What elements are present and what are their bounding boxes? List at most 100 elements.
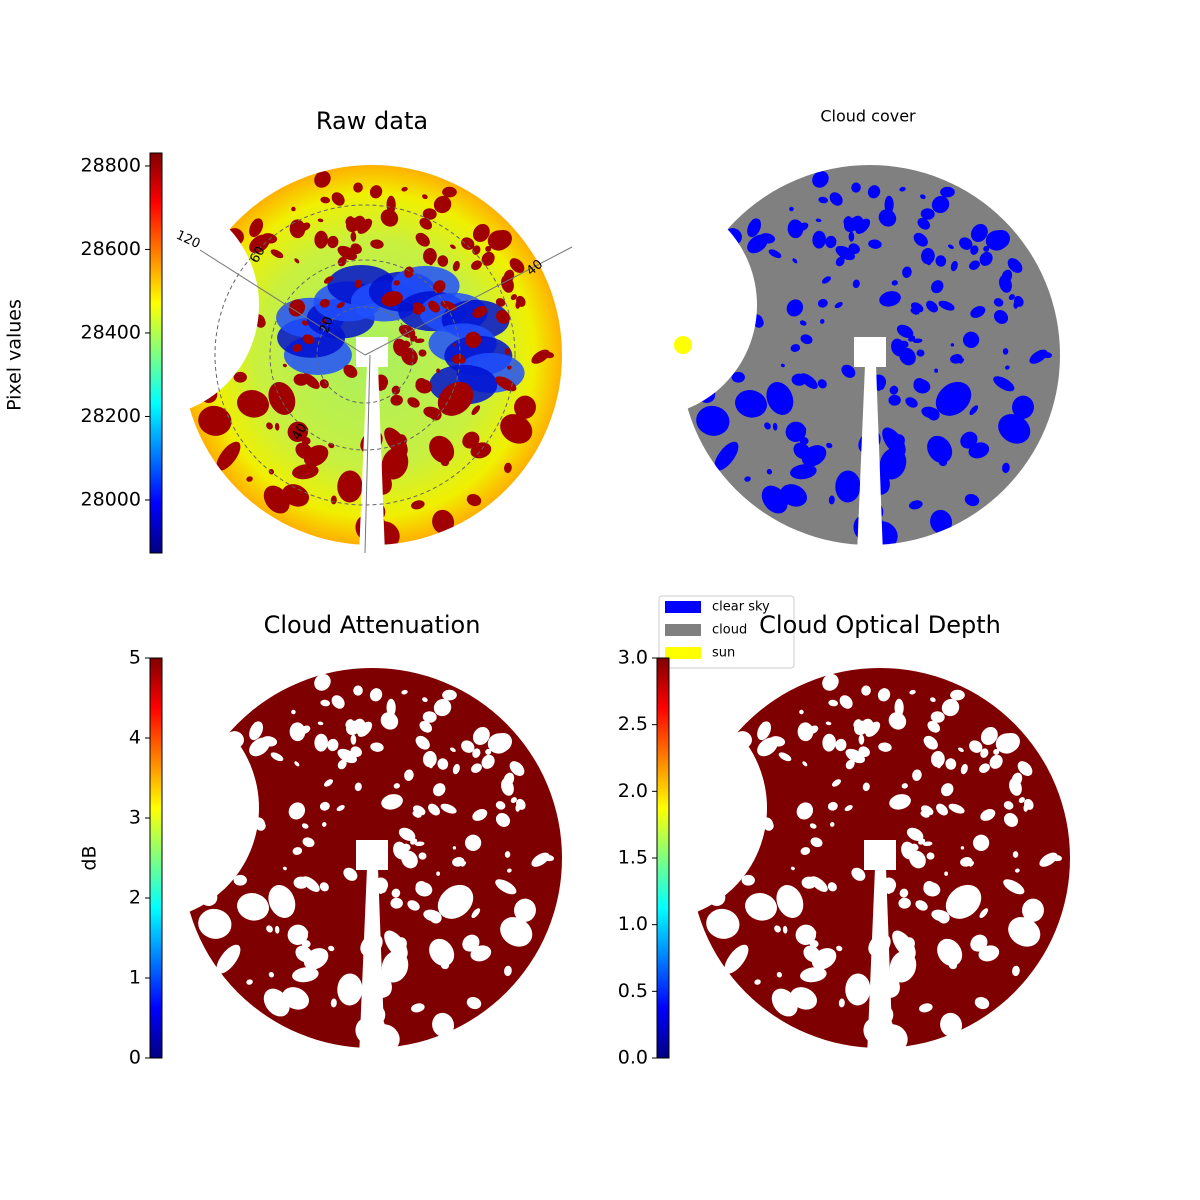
blob <box>401 347 418 366</box>
blob <box>270 249 284 259</box>
blob <box>809 823 817 829</box>
colorbar-tick-label: 5 <box>129 647 141 669</box>
blob <box>825 235 837 249</box>
blob <box>294 425 309 436</box>
blob <box>979 763 990 773</box>
blob <box>370 239 384 249</box>
blob <box>471 260 482 270</box>
blob <box>429 938 455 967</box>
colorbar-tick-label: 28800 <box>81 154 141 176</box>
blob <box>331 695 345 709</box>
blob <box>763 742 770 748</box>
blob <box>407 397 420 408</box>
blob <box>381 447 409 480</box>
blob <box>851 867 866 881</box>
blob <box>944 871 949 876</box>
blob <box>950 343 955 347</box>
blob <box>909 500 923 510</box>
blob <box>826 442 833 449</box>
blob <box>896 324 914 338</box>
blob <box>429 407 442 421</box>
blob <box>531 349 550 364</box>
blob <box>958 747 964 752</box>
colorbar-tick-label: 2.5 <box>618 713 648 735</box>
blob <box>950 354 963 364</box>
blob <box>720 337 729 345</box>
blob <box>390 394 403 406</box>
blob <box>414 338 425 344</box>
blob <box>422 711 437 723</box>
blob <box>731 371 745 383</box>
blob <box>246 979 253 985</box>
blob <box>810 876 828 892</box>
blob <box>433 783 446 797</box>
blob <box>800 334 813 345</box>
colorbar <box>656 657 670 1059</box>
blob <box>976 227 985 235</box>
blob <box>504 851 511 858</box>
blob <box>253 245 260 253</box>
blob <box>292 967 319 983</box>
blob <box>950 260 958 272</box>
blob <box>741 874 755 886</box>
blob <box>979 908 989 919</box>
blob <box>1008 294 1015 301</box>
blob <box>920 208 935 220</box>
blob <box>462 431 480 449</box>
blob <box>509 761 525 776</box>
blob <box>401 850 418 869</box>
blob <box>300 222 311 231</box>
polar-label: 20 <box>317 315 337 336</box>
blob <box>918 838 926 845</box>
blob <box>516 295 526 307</box>
blob <box>198 908 232 939</box>
blob <box>462 384 468 390</box>
blob <box>959 237 973 250</box>
blob <box>391 888 401 898</box>
blob <box>487 733 511 754</box>
blob <box>510 294 517 301</box>
blob <box>319 298 330 308</box>
blob <box>793 442 811 460</box>
blob <box>466 996 482 1010</box>
blob <box>898 897 911 909</box>
blob <box>433 195 452 214</box>
blob <box>948 962 958 970</box>
blob <box>970 887 976 893</box>
blob <box>771 988 798 1017</box>
blob <box>503 772 515 787</box>
blob <box>478 227 487 235</box>
blob <box>938 300 955 311</box>
blob <box>337 973 363 1006</box>
blob <box>361 995 374 1009</box>
blob <box>960 846 965 850</box>
blob <box>945 758 957 770</box>
blob <box>858 734 865 745</box>
colorbar-tick-label: 0 <box>129 1047 141 1069</box>
blob <box>391 385 401 395</box>
blob <box>381 291 403 307</box>
blob <box>839 695 853 709</box>
blob <box>398 827 416 841</box>
blob <box>433 280 446 294</box>
blob <box>419 720 433 733</box>
blob <box>369 185 383 199</box>
blob <box>337 470 363 503</box>
blob <box>888 712 907 730</box>
blob <box>708 799 725 816</box>
blob <box>354 782 362 792</box>
blob <box>343 867 358 881</box>
colorbar-tick-label: 3.0 <box>618 647 648 669</box>
blob <box>889 385 899 395</box>
blob <box>516 798 526 810</box>
blob <box>503 269 515 284</box>
blob <box>381 794 403 810</box>
blob <box>916 349 925 357</box>
blob <box>969 260 980 270</box>
blob <box>336 302 345 309</box>
blob <box>415 232 430 247</box>
blob <box>739 847 750 862</box>
polar-grid <box>316 306 414 404</box>
blob <box>504 462 512 474</box>
blob <box>288 802 306 820</box>
